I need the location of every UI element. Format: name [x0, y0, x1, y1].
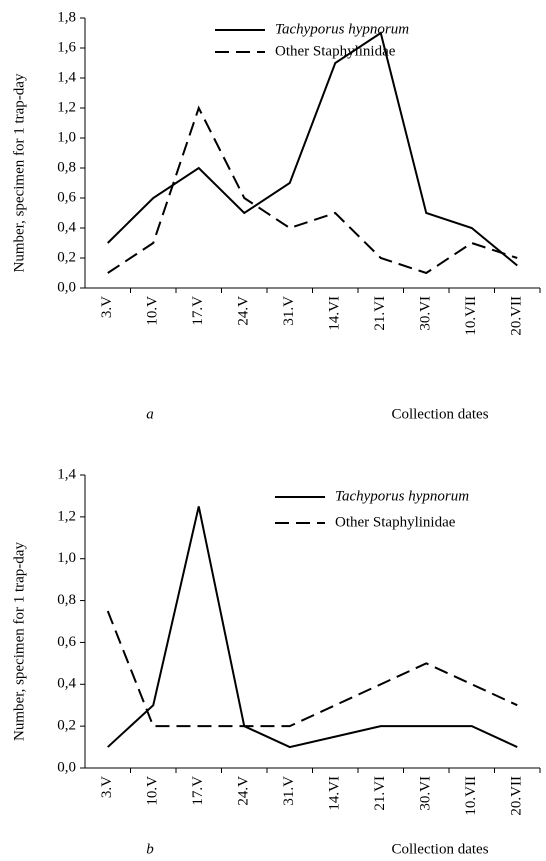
series-line [106, 610, 518, 728]
x-tick-label: 20.VII [509, 296, 525, 336]
x-tick-label: 24.V [236, 776, 252, 806]
x-axis-label: Collection dates [391, 406, 488, 422]
x-tick-label: 20.VII [509, 776, 525, 816]
x-axis-label: Collection dates [391, 841, 488, 857]
x-tick-label: 31.V [281, 296, 297, 326]
series-line [107, 31, 518, 267]
y-tick-label: 0,0 [57, 759, 76, 775]
y-tick-label: 1,4 [57, 69, 76, 85]
legend-label: Other Staphylinidae [275, 43, 396, 59]
x-tick-label: 10.VII [463, 296, 479, 336]
x-tick-label: 10.VII [463, 776, 479, 816]
y-tick-label: 0,2 [57, 718, 76, 734]
y-tick-label: 0,2 [57, 249, 76, 265]
y-tick-label: 0,4 [57, 676, 76, 692]
y-tick-label: 1,0 [57, 129, 76, 145]
y-tick-label: 1,4 [57, 466, 76, 482]
y-tick-label: 1,0 [57, 550, 76, 566]
x-tick-label: 14.VI [327, 296, 343, 331]
x-tick-label: 21.VI [372, 296, 388, 331]
y-tick-label: 1,8 [57, 9, 76, 25]
legend-label: Tachyporus hypnorum [335, 488, 469, 504]
x-tick-label: 10.V [145, 296, 161, 326]
x-tick-label: 17.V [190, 776, 206, 806]
y-tick-label: 0,4 [57, 219, 76, 235]
x-tick-label: 10.V [145, 776, 161, 806]
x-tick-label: 17.V [190, 296, 206, 326]
y-tick-label: 0,8 [57, 592, 76, 608]
x-tick-label: 3.V [99, 296, 115, 318]
y-tick-label: 0,0 [57, 279, 76, 295]
x-tick-label: 30.VI [418, 296, 434, 331]
series-line [107, 506, 518, 749]
x-tick-label: 31.V [281, 776, 297, 806]
legend-label: Tachyporus hypnorum [275, 21, 409, 37]
legend-label: Other Staphylinidae [335, 514, 456, 530]
panel-label: b [146, 841, 154, 857]
y-axis-label: Number, specimen for 1 trap-day [11, 73, 27, 272]
y-tick-label: 1,6 [57, 39, 76, 55]
x-tick-label: 14.VI [327, 776, 343, 811]
x-tick-label: 24.V [236, 296, 252, 326]
series-line [107, 105, 518, 275]
x-tick-label: 3.V [99, 776, 115, 798]
y-tick-label: 1,2 [57, 99, 76, 115]
panel-label: a [146, 406, 154, 422]
y-tick-label: 0,8 [57, 159, 76, 175]
x-tick-label: 21.VI [372, 776, 388, 811]
y-tick-label: 1,2 [57, 508, 76, 524]
y-tick-label: 0,6 [57, 189, 76, 205]
y-axis-label: Number, specimen for 1 trap-day [11, 542, 27, 741]
x-tick-label: 30.VI [418, 776, 434, 811]
y-tick-label: 0,6 [57, 634, 76, 650]
